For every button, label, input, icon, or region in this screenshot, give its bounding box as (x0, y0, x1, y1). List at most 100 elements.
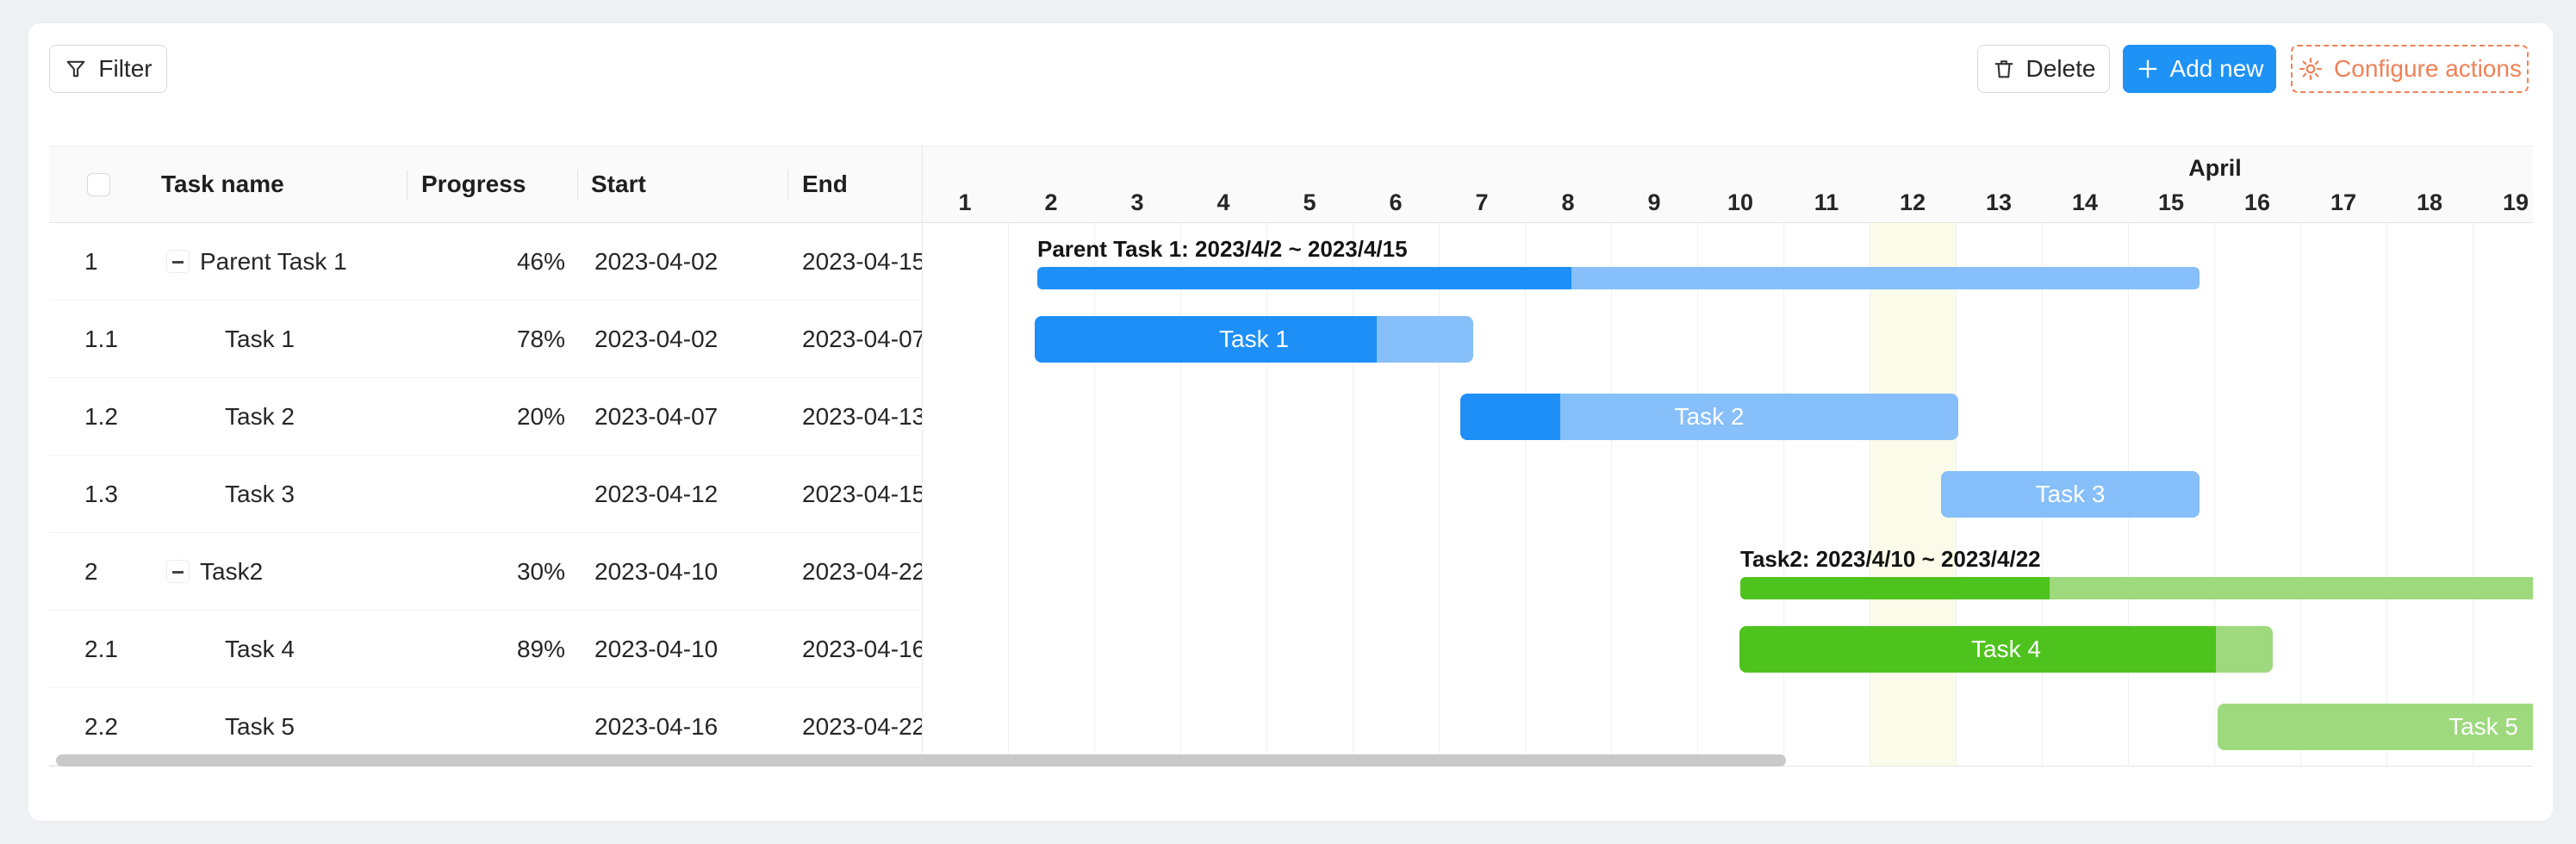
timeline-day-label: 19 (2502, 189, 2529, 215)
delete-button[interactable]: Delete (1977, 45, 2110, 93)
timeline-day-label: 2 (1044, 189, 1058, 215)
progress-cell[interactable]: 78% (516, 326, 565, 352)
table-row[interactable]: 1.2 Task 2 20% 2023-04-07 2023-04-13 (49, 378, 922, 456)
end-date-cell[interactable]: 2023-04-15 (802, 248, 922, 275)
row-number: 1.3 (84, 481, 118, 507)
column-header-task-name[interactable]: Task name (161, 171, 284, 197)
gantt-bar[interactable]: Task 1 (1035, 316, 1473, 363)
day-gridline (1697, 223, 1698, 766)
row-number: 2.2 (84, 713, 118, 740)
start-date-cell[interactable]: 2023-04-02 (594, 326, 719, 352)
timeline-day-label: 7 (1475, 189, 1489, 215)
gantt-bar[interactable]: Task 4 (1739, 626, 2273, 673)
day-gridline (1180, 223, 1181, 766)
row-number: 1.1 (84, 326, 118, 352)
task-name-cell[interactable]: Task 3 (49, 456, 407, 533)
progress-cell[interactable]: 30% (516, 558, 565, 585)
timeline-day-label: 10 (1727, 189, 1754, 215)
day-gridline (1611, 223, 1612, 766)
horizontal-scrollbar-thumb[interactable] (56, 754, 1786, 766)
day-gridline (2214, 223, 2215, 766)
gantt-bar-label: Task 4 (1971, 636, 2041, 662)
gantt-bar-label: Task 5 (2448, 713, 2518, 740)
column-header-progress[interactable]: Progress (421, 171, 526, 197)
gantt-bar-progress-fill (1460, 394, 1560, 440)
end-date-cell[interactable]: 2023-04-15 (802, 481, 922, 507)
task-name-label: Task 2 (225, 403, 295, 430)
timeline-day-label: 18 (2416, 189, 2443, 215)
day-gridline (1094, 223, 1095, 766)
timeline-day-label: 3 (1130, 189, 1144, 215)
gantt-grid: Task name Progress Start End 1 Parent Tas… (49, 146, 2533, 766)
end-date-cell[interactable]: 2023-04-22 (802, 713, 922, 740)
progress-cell[interactable] (407, 456, 577, 533)
gantt-bar[interactable] (1037, 267, 2200, 289)
start-date-cell[interactable]: 2023-04-16 (594, 713, 719, 740)
column-separator (577, 170, 578, 201)
timeline-day-label: 1 (958, 189, 972, 215)
task-name-cell[interactable]: Task2 (49, 533, 407, 611)
task-name-cell[interactable]: Task 2 (49, 378, 407, 456)
timeline-day-label: 16 (2243, 189, 2271, 215)
day-gridline (2300, 223, 2301, 766)
end-date-cell[interactable]: 2023-04-16 (802, 636, 922, 662)
end-date-cell[interactable]: 2023-04-07 (802, 326, 922, 352)
progress-cell[interactable]: 89% (516, 636, 565, 662)
start-date-cell[interactable]: 2023-04-12 (594, 481, 719, 507)
row-number: 1 (84, 248, 98, 275)
start-date-cell[interactable]: 2023-04-07 (594, 403, 719, 430)
task-name-label: Parent Task 1 (200, 248, 347, 275)
gear-icon (2299, 58, 2323, 80)
task-name-cell[interactable]: Task 1 (49, 301, 407, 378)
start-date-cell[interactable]: 2023-04-02 (594, 248, 719, 275)
day-gridline (1266, 223, 1267, 766)
configure-actions-button[interactable]: Configure actions (2291, 45, 2529, 93)
end-date-cell[interactable]: 2023-04-22 (802, 558, 922, 585)
table-body: 1 Parent Task 1 46% 2023-04-02 2023-04-15 1.1… (49, 223, 922, 766)
gantt-bar-progress-fill (1740, 577, 2050, 599)
gantt-bar-date-label: Task2: 2023/4/10 ~ 2023/4/22 (1740, 546, 2041, 572)
add-new-button[interactable]: Add new (2123, 45, 2276, 93)
collapse-toggle-icon[interactable] (166, 250, 190, 273)
task-name-label: Task 3 (225, 481, 295, 507)
start-date-cell[interactable]: 2023-04-10 (594, 558, 719, 585)
end-date-cell[interactable]: 2023-04-13 (802, 403, 922, 430)
timeline-day-label: 5 (1303, 189, 1316, 215)
trash-icon (1994, 60, 2013, 78)
progress-cell[interactable]: 46% (516, 248, 565, 275)
start-date-cell[interactable]: 2023-04-10 (594, 636, 719, 662)
table-row[interactable]: 2 Task2 30% 2023-04-10 2023-04-22 (49, 533, 922, 611)
filter-button[interactable]: Filter (49, 45, 167, 93)
table-chart-divider[interactable] (922, 146, 923, 766)
gantt-bar[interactable]: Task 5 (2218, 704, 2533, 750)
timeline-month-label: April (2188, 155, 2242, 181)
column-header-start[interactable]: Start (591, 171, 646, 197)
row-number: 1.2 (84, 403, 118, 430)
collapse-toggle-icon[interactable] (166, 560, 190, 583)
progress-cell[interactable]: 20% (516, 403, 565, 430)
table-row[interactable]: 2.1 Task 4 89% 2023-04-10 2023-04-16 (49, 611, 922, 688)
gantt-bar[interactable]: Task 2 (1460, 394, 1958, 440)
timeline-day-label: 15 (2157, 189, 2185, 215)
task-name-cell[interactable]: Parent Task 1 (49, 223, 407, 301)
gantt-card: Filter Delete Add new Configure actions … (28, 23, 2553, 821)
timeline-header: April 1 2 3 4 5 6 7 8 9 10 11 12 13 14 15 16 17 18 19 (923, 146, 2533, 223)
table-row[interactable]: 2.2 Task 5 2023-04-16 2023-04-22 (49, 688, 922, 766)
table-row[interactable]: 1 Parent Task 1 46% 2023-04-02 2023-04-15 (49, 223, 922, 301)
gantt-bar-progress-fill (1035, 316, 1377, 363)
task-name-cell[interactable]: Task 4 (49, 611, 407, 688)
day-gridline (2386, 223, 2387, 766)
row-number: 2 (84, 558, 98, 585)
column-header-end[interactable]: End (802, 171, 848, 197)
gantt-bar-progress-fill (1037, 267, 1571, 289)
task-name-cell[interactable]: Task 5 (49, 688, 407, 766)
gantt-bar[interactable] (1740, 577, 2533, 599)
gantt-bar[interactable]: Task 3 (1941, 471, 2200, 518)
table-row[interactable]: 1.3 Task 3 2023-04-12 2023-04-15 (49, 456, 922, 533)
gantt-bar-label: Task 3 (2035, 481, 2106, 507)
select-all-checkbox[interactable] (87, 173, 110, 196)
timeline-day-label: 14 (2071, 189, 2099, 215)
timeline-day-label: 9 (1647, 189, 1661, 215)
table-row[interactable]: 1.1 Task 1 78% 2023-04-02 2023-04-07 (49, 301, 922, 378)
